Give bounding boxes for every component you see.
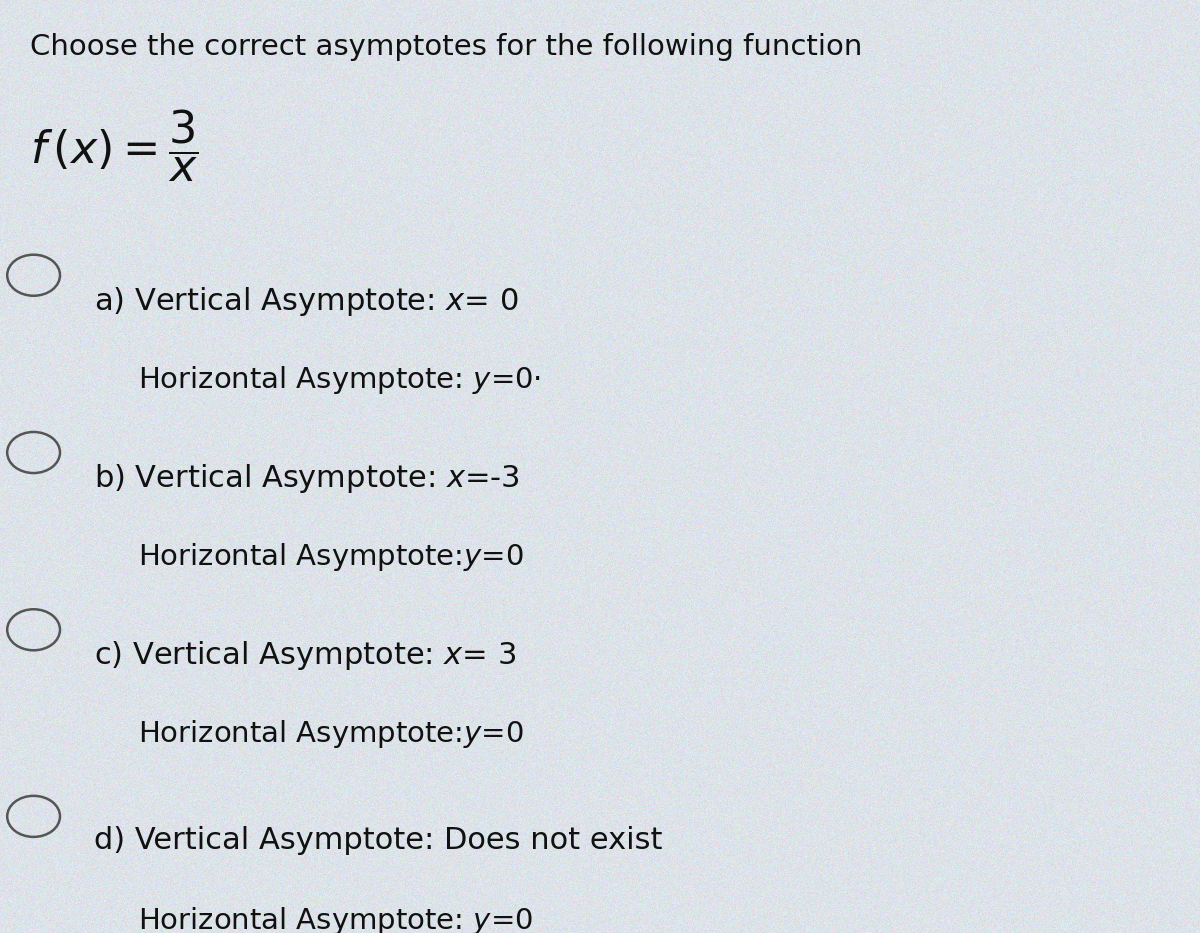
Text: Horizontal Asymptote:$y$=0: Horizontal Asymptote:$y$=0 xyxy=(138,718,523,750)
Text: Horizontal Asymptote:$y$=0: Horizontal Asymptote:$y$=0 xyxy=(138,541,523,573)
Text: c) Vertical Asymptote: $x$= 3: c) Vertical Asymptote: $x$= 3 xyxy=(94,639,516,672)
Text: d) Vertical Asymptote: Does not exist: d) Vertical Asymptote: Does not exist xyxy=(94,826,662,855)
Text: Horizontal Asymptote: $y$=0: Horizontal Asymptote: $y$=0 xyxy=(138,905,533,933)
Text: a) Vertical Asymptote: $x$= 0: a) Vertical Asymptote: $x$= 0 xyxy=(94,285,518,317)
Text: Horizontal Asymptote: $y$=0·: Horizontal Asymptote: $y$=0· xyxy=(138,364,541,396)
Text: b) Vertical Asymptote: $x$=-3: b) Vertical Asymptote: $x$=-3 xyxy=(94,462,520,494)
Text: Choose the correct asymptotes for the following function: Choose the correct asymptotes for the fo… xyxy=(30,33,863,61)
Text: $f\,(x) = \dfrac{3}{x}$: $f\,(x) = \dfrac{3}{x}$ xyxy=(30,107,199,184)
